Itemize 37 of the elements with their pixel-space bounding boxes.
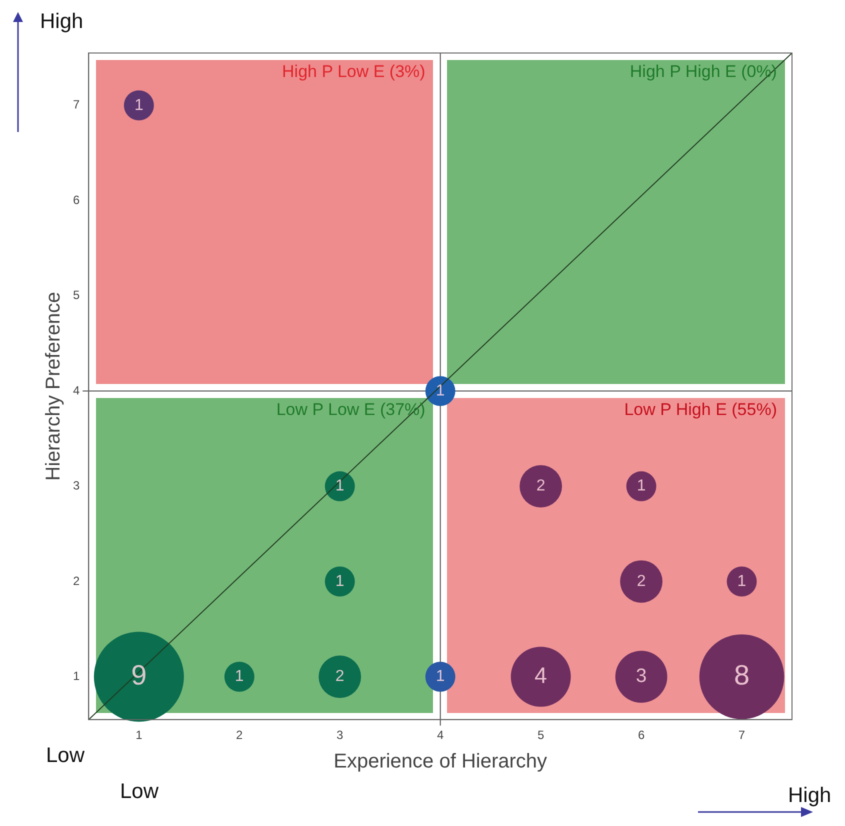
y-tick-label: 1 (72, 669, 80, 684)
text: Low (120, 780, 159, 804)
annotation: 2 (636, 572, 646, 590)
y-tick-label: 4 (72, 383, 80, 398)
x-tick-label: 4 (436, 728, 444, 742)
y-tick-label: 2 (72, 574, 80, 588)
annotation: 2 (335, 668, 344, 686)
annotation: 1 (636, 478, 646, 495)
x-tick-label: 5 (537, 728, 544, 742)
annotation: High P Low E (3%) (282, 62, 426, 81)
y-tick-label: 5 (72, 288, 80, 302)
annotation: 4 (534, 662, 548, 688)
y-tick-label: 3 (72, 478, 80, 493)
y-tick-label: 6 (72, 192, 80, 207)
x-tick-label: 7 (738, 728, 746, 742)
x-tick-label: 1 (136, 728, 143, 742)
y-axis-title: Hierarchy Preference (42, 292, 65, 481)
annotation: 1 (436, 668, 445, 686)
annotation: 2 (536, 478, 546, 495)
text: High (40, 10, 84, 34)
annotation: 8 (734, 659, 750, 690)
annotation: 1 (737, 572, 746, 590)
x-axis-title: Experience of Hierarchy (334, 750, 548, 773)
annotation: Low P High E (55%) (624, 400, 777, 420)
annotation: 1 (134, 96, 144, 114)
annotation: 1 (436, 382, 445, 400)
annotation: 1 (335, 572, 344, 590)
y-tick-label: 7 (72, 98, 80, 112)
annotation: 1 (335, 478, 344, 495)
x-tick-label: 6 (638, 728, 645, 742)
text: High (788, 784, 832, 808)
text: Low (46, 744, 85, 768)
annotation: 9 (131, 659, 147, 690)
annotation: 1 (234, 668, 244, 686)
x-tick-label: 3 (336, 728, 344, 742)
x-tick-label: 2 (236, 728, 244, 742)
annotation: 3 (636, 665, 647, 688)
